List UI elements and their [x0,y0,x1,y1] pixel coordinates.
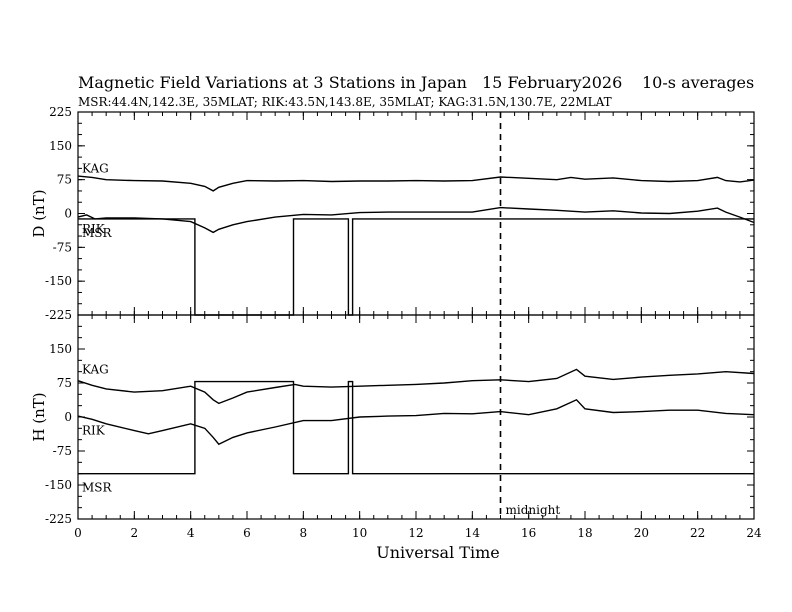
h-y-tick-label: -150 [45,478,72,492]
chart-date: 15 February2026 [482,73,622,92]
x-tick-label: 24 [746,526,762,540]
h-series-msr [78,380,754,475]
h-y-tick-label: 0 [64,410,72,424]
h-y-tick-label: 150 [49,342,72,356]
d-y-tick-label: -225 [45,308,72,322]
h-series-label-msr: MSR [82,481,113,495]
d-y-tick-label: 150 [49,139,72,153]
x-tick-label: 6 [243,526,251,540]
d-y-tick-label: -75 [53,240,72,254]
h-series-kag [77,368,755,405]
x-tick-label: 0 [74,526,82,540]
d-y-tick-label: 75 [57,173,72,187]
h-series-label-kag: KAG [82,363,109,377]
d-series-kag [77,175,755,192]
x-tick-label: 14 [465,526,481,540]
d-y-tick-label: 225 [49,105,72,119]
h-y-tick-label: -75 [53,444,72,458]
h-panel-frame [77,314,755,520]
d-series-label-kag: KAG [82,162,109,176]
d-y-tick-label: -150 [45,274,72,288]
x-tick-label: 20 [634,526,649,540]
averaging-label: 10-s averages [642,73,754,92]
d-series-rik [77,206,755,234]
station-subtitle: MSR:44.4N,142.3E, 35MLAT; RIK:43.5N,143.… [78,95,612,109]
h-series-label-rik: RIK [82,423,106,437]
x-axis-title: Universal Time [376,543,499,562]
h-y-axis-label: H (nT) [30,392,48,441]
d-series-msr [78,218,754,316]
x-tick-label: 10 [352,526,367,540]
x-tick-label: 2 [131,526,139,540]
chart-title: Magnetic Field Variations at 3 Stations … [78,73,467,92]
d-y-axis-label: D (nT) [30,189,48,237]
d-y-tick-label: 0 [64,207,72,221]
x-tick-label: 18 [577,526,592,540]
x-tick-label: 12 [408,526,423,540]
x-tick-label: 8 [300,526,308,540]
d-series-label-msr: MSR [82,226,113,240]
x-tick-label: 16 [521,526,536,540]
x-tick-label: 4 [187,526,195,540]
d-series-label-rik: RIK [82,222,106,236]
h-y-tick-label: -225 [45,512,72,526]
x-tick-label: 22 [690,526,705,540]
h-series-rik [77,398,755,446]
midnight-label: midnight [506,503,561,517]
h-y-tick-label: 75 [57,376,72,390]
